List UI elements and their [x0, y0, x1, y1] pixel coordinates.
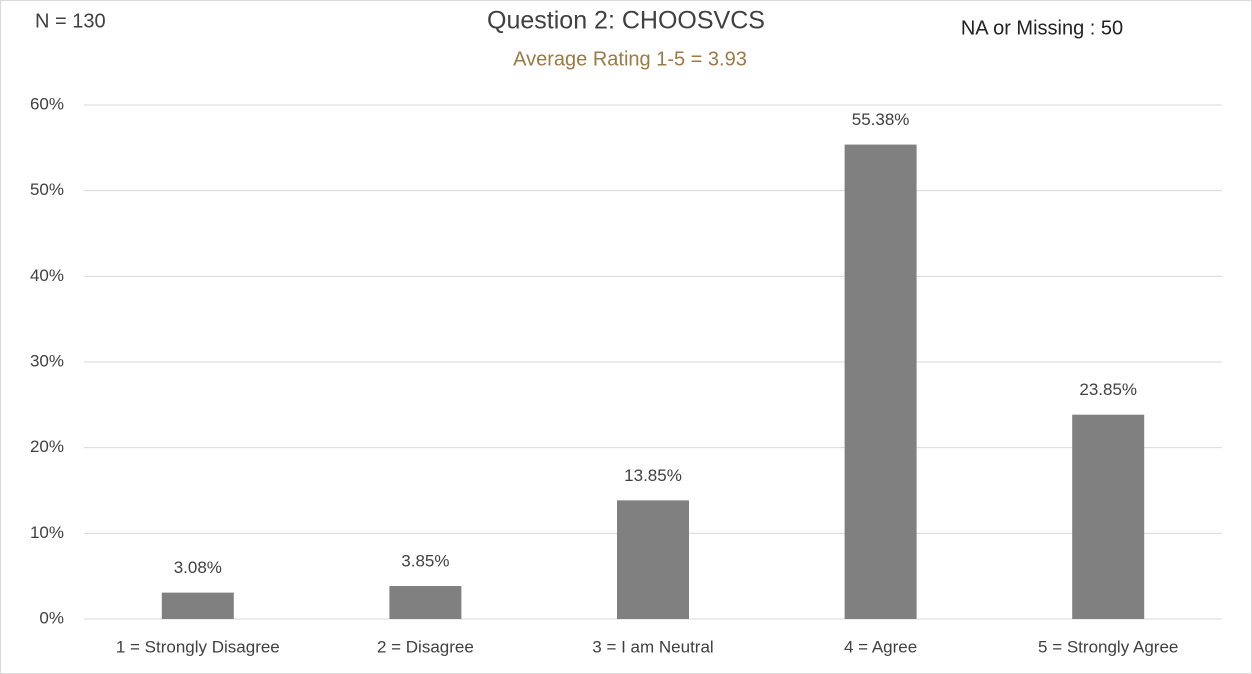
y-tick-label: 30% [30, 351, 64, 370]
bar [161, 592, 234, 619]
y-tick-label: 40% [30, 266, 64, 285]
bar [844, 144, 917, 619]
data-label: 23.85% [1079, 380, 1137, 399]
annotation: N = 130 [35, 10, 106, 32]
chart-title: Question 2: CHOOSVCS [487, 7, 765, 35]
bar [389, 586, 462, 619]
x-tick-label: 2 = Disagree [377, 637, 474, 656]
x-tick-label: 1 = Strongly Disagree [116, 637, 280, 656]
y-tick-label: 0% [39, 608, 64, 627]
y-tick-label: 60% [30, 94, 64, 113]
annotation: NA or Missing : 50 [961, 17, 1123, 39]
y-tick-label: 10% [30, 523, 64, 542]
x-tick-label: 3 = I am Neutral [592, 637, 713, 656]
data-label: 3.08% [174, 558, 222, 577]
x-tick-label: 4 = Agree [844, 637, 917, 656]
data-label: 55.38% [852, 110, 910, 129]
y-tick-label: 20% [30, 437, 64, 456]
bar [617, 500, 689, 619]
x-tick-label: 5 = Strongly Agree [1038, 637, 1178, 656]
y-tick-label: 50% [30, 180, 64, 199]
bar [1072, 414, 1145, 619]
data-label: 13.85% [624, 466, 682, 485]
chart-subtitle: Average Rating 1-5 = 3.93 [513, 48, 747, 70]
data-label: 3.85% [401, 552, 449, 571]
